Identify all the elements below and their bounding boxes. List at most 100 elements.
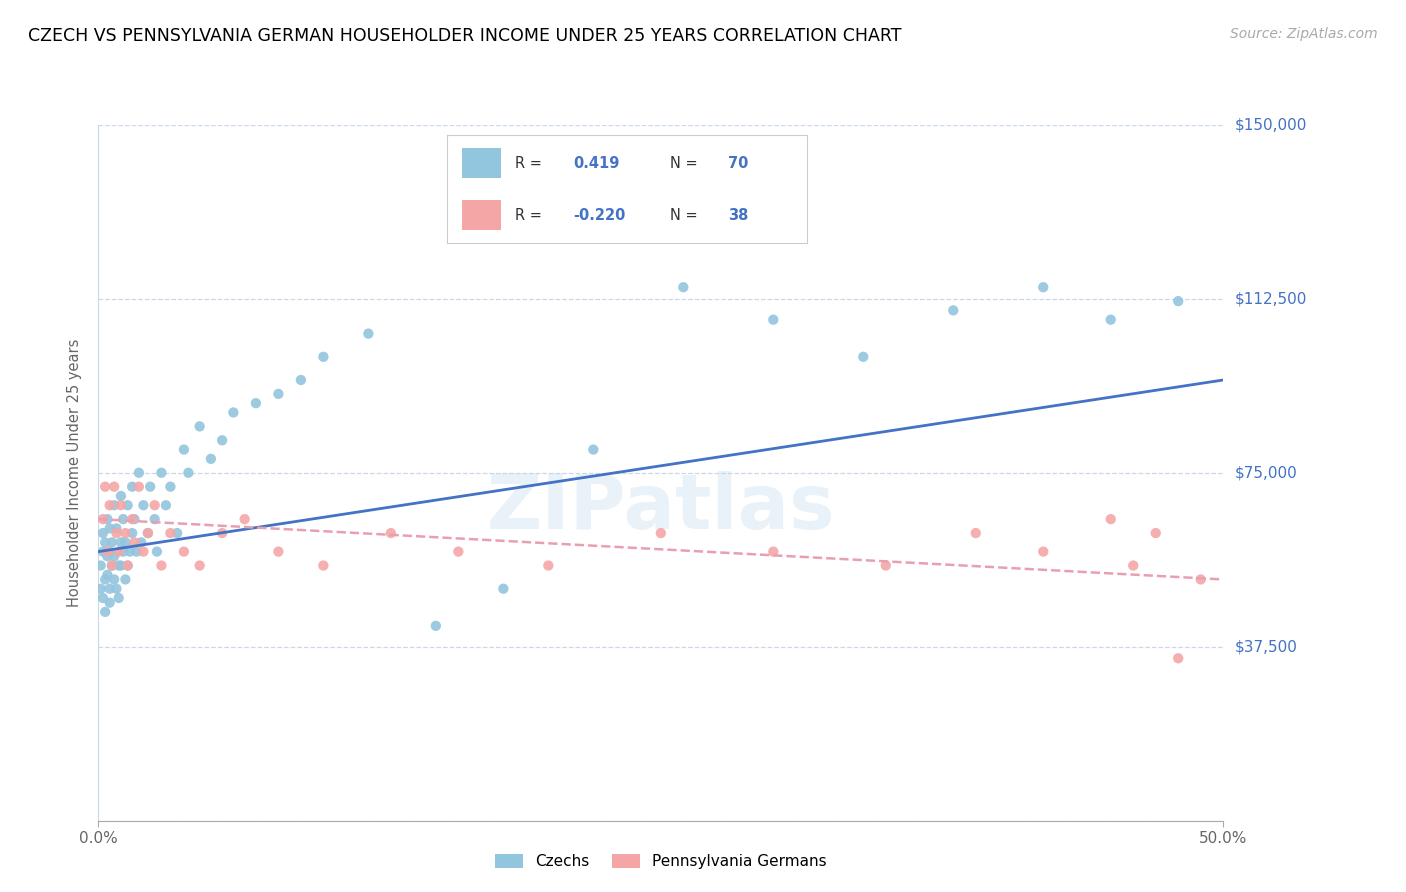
Point [110,535,132,549]
Point [101,558,124,573]
Point [91,512,114,526]
Point [132,498,155,512]
Point [425,619,447,633]
Point [124,512,146,526]
Point [155,498,177,512]
Point [125,544,148,558]
Point [117,498,139,512]
Point [90,558,112,573]
Point [211,526,233,541]
Point [650,526,672,541]
Point [762,312,785,326]
Point [211,434,233,448]
Point [94,480,117,494]
Point [107,544,129,558]
Point [222,405,245,419]
Point [875,558,897,573]
Point [1167,294,1189,309]
Point [188,558,211,573]
Point [96,549,118,564]
Point [110,489,132,503]
Point [117,558,139,573]
Point [98,582,121,596]
Point [447,544,470,558]
Point [159,480,181,494]
Point [96,567,118,582]
Point [121,480,143,494]
Point [110,498,132,512]
Point [118,544,141,558]
Point [94,605,117,619]
Point [107,558,129,573]
Point [114,573,136,587]
Point [150,466,173,480]
Point [173,544,195,558]
Point [112,544,135,558]
Text: $112,500: $112,500 [1234,292,1306,306]
Point [1189,573,1212,587]
Point [110,558,132,573]
Point [114,526,136,541]
Point [965,526,987,541]
Point [136,526,159,541]
Point [94,573,117,587]
Point [1099,312,1122,326]
Point [166,526,188,541]
Point [91,526,114,541]
Point [124,535,146,549]
Point [188,419,211,434]
Point [852,350,875,364]
Point [1167,651,1189,665]
Point [98,498,121,512]
Text: $75,000: $75,000 [1234,466,1298,480]
Point [103,480,125,494]
Point [94,535,117,549]
Point [200,451,222,466]
Text: $37,500: $37,500 [1234,640,1298,654]
Point [128,466,150,480]
Point [312,558,335,573]
Point [105,526,128,541]
Point [105,521,128,535]
Point [1099,512,1122,526]
Point [105,582,128,596]
Point [117,558,139,573]
Point [492,582,515,596]
Point [357,326,380,341]
Point [672,280,695,294]
Point [90,582,112,596]
Point [121,526,143,541]
Point [98,521,121,535]
Point [129,535,152,549]
Point [146,544,169,558]
Point [128,480,150,494]
Point [173,442,195,457]
Point [1032,544,1054,558]
Point [103,549,125,564]
Point [267,544,290,558]
Text: $150,000: $150,000 [1234,118,1306,132]
Point [136,526,159,541]
Y-axis label: Householder Income Under 25 years: Householder Income Under 25 years [67,339,83,607]
Point [312,350,335,364]
Point [267,387,290,401]
Text: Source: ZipAtlas.com: Source: ZipAtlas.com [1230,27,1378,41]
Point [380,526,402,541]
Point [159,526,181,541]
Point [143,512,166,526]
Point [91,591,114,605]
Point [101,535,124,549]
Point [177,466,200,480]
Point [114,535,136,549]
Point [1122,558,1144,573]
Point [98,544,121,558]
Point [112,512,135,526]
Point [942,303,965,318]
Point [98,596,121,610]
Point [139,480,162,494]
Point [1032,280,1054,294]
Point [762,544,785,558]
Point [1144,526,1167,541]
Point [121,512,143,526]
Point [290,373,312,387]
